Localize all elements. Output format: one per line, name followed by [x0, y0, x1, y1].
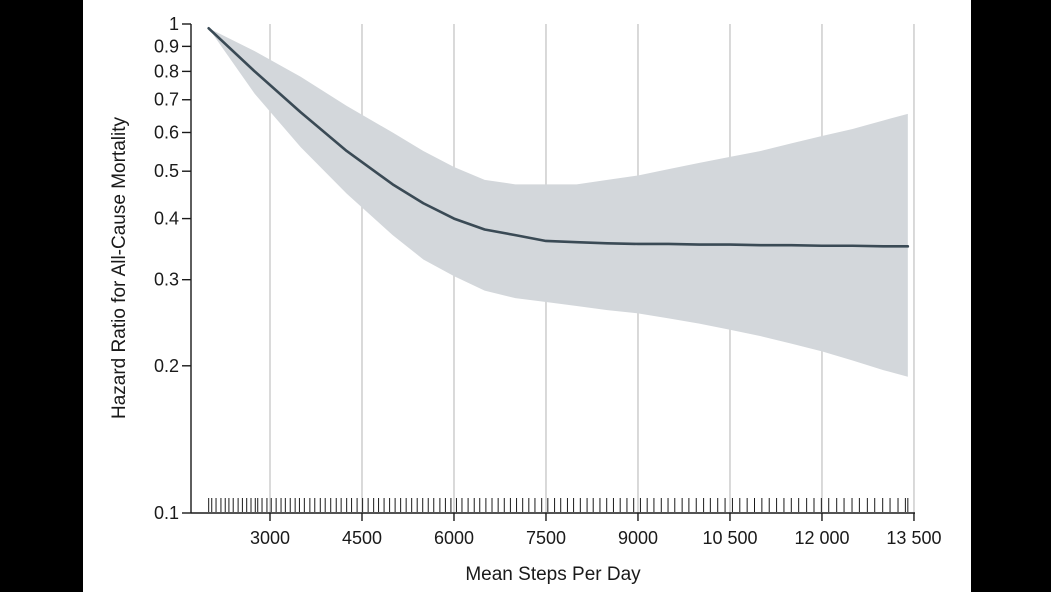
y-tick-label: 0.2 [154, 356, 179, 376]
y-tick-label: 0.6 [154, 122, 179, 142]
y-tick-label: 0.8 [154, 61, 179, 81]
x-tick-label: 6000 [434, 528, 474, 548]
y-tick-label: 0.9 [154, 36, 179, 56]
y-tick-label: 1 [169, 14, 179, 34]
x-tick-label: 4500 [342, 528, 382, 548]
y-tick-label: 0.3 [154, 270, 179, 290]
y-tick-label: 0.7 [154, 90, 179, 110]
y-tick-label: 0.1 [154, 503, 179, 523]
y-tick-label: 0.5 [154, 161, 179, 181]
tick-label-layer: 0.1 0.2 0.3 0.4 0.5 0.6 0.7 0.8 0.91 3000 4500 6000… [154, 14, 942, 548]
y-axis-title: Hazard Ratio for All-Cause Mortality [109, 117, 130, 419]
confidence-band [208, 28, 908, 377]
x-axis-title: Mean Steps Per Day [465, 564, 641, 585]
rug-layer [208, 498, 909, 512]
axis-layer [182, 23, 915, 521]
x-tick-label: 13 500 [886, 528, 941, 548]
x-tick-label: 12 000 [794, 528, 849, 548]
hazard-ratio-line [207, 26, 910, 248]
chart-panel: 0.1 0.2 0.3 0.4 0.5 0.6 0.7 0.8 0.9 1 3000 4500 6000… [83, 0, 971, 592]
x-tick-label: 3000 [250, 528, 290, 548]
confidence-band-layer [208, 28, 908, 377]
line-layer [207, 26, 910, 248]
x-tick-label: 10 500 [702, 528, 757, 548]
hazard-ratio-chart: 0.1 0.2 0.3 0.4 0.5 0.6 0.7 0.8 0.91 3000 4500 6000… [109, 14, 942, 585]
x-tick-label: 7500 [526, 528, 566, 548]
y-tick-label: 0.4 [154, 209, 179, 229]
x-tick-label: 9000 [618, 528, 658, 548]
